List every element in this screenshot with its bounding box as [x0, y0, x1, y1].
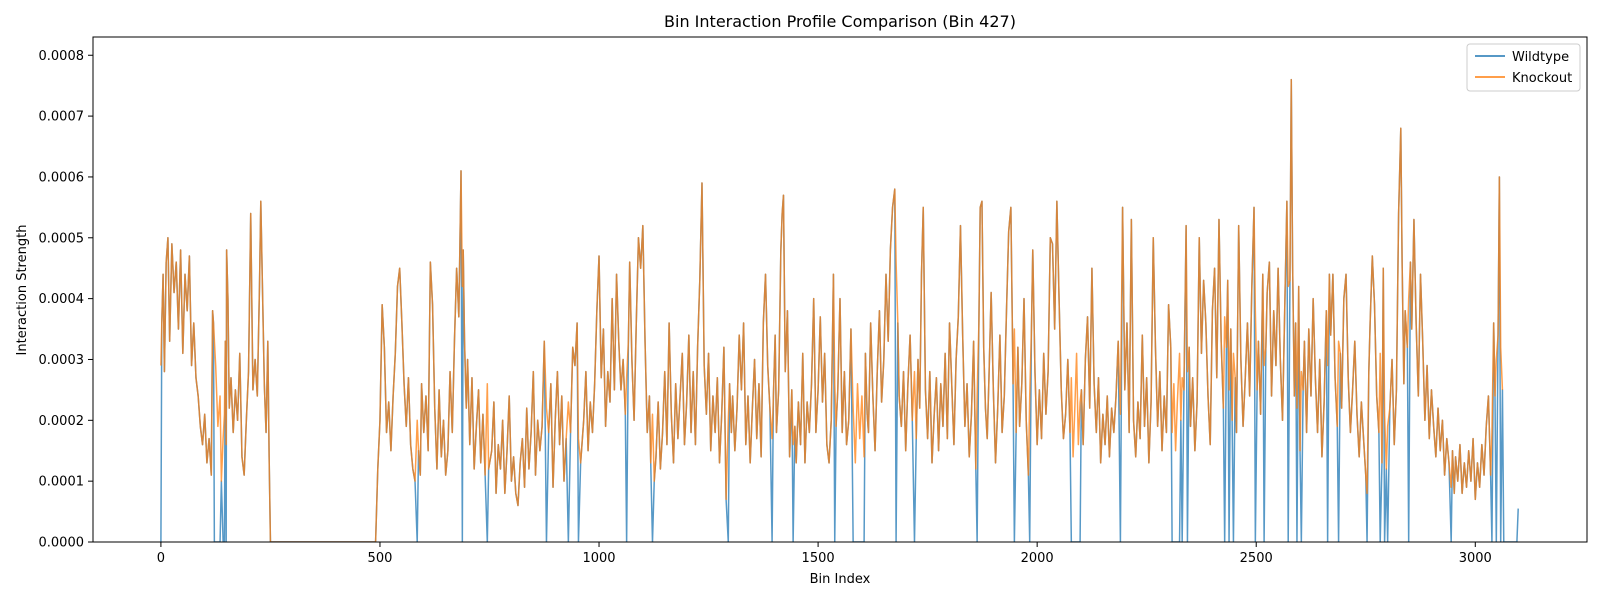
series-layer [160, 78, 1519, 542]
legend-label-knockout: Knockout [1512, 71, 1572, 86]
y-tick-label: 0.0007 [39, 110, 85, 125]
plot-frame [92, 36, 1588, 543]
series-line-knockout [160, 78, 1504, 542]
y-tick-label: 0.0004 [39, 292, 85, 307]
x-tick-label: 2000 [1021, 551, 1054, 566]
x-tick-label: 2500 [1240, 551, 1273, 566]
x-tick-label: 3000 [1459, 551, 1492, 566]
y-tick-label: 0.0006 [39, 170, 85, 185]
legend: Wildtype Knockout [1466, 43, 1581, 92]
y-axis-label: Interaction Strength [15, 225, 30, 356]
x-axis-label: Bin Index [810, 572, 871, 587]
x-tick-label: 500 [368, 551, 393, 566]
legend-label-wildtype: Wildtype [1512, 50, 1569, 65]
x-tick-label: 0 [157, 551, 165, 566]
y-tick-label: 0.0002 [39, 414, 85, 429]
y-tick-label: 0.0001 [39, 475, 85, 490]
x-axis: 0 500 1000 1500 2000 2500 3000 [157, 542, 1492, 566]
y-tick-label: 0.0005 [39, 231, 85, 246]
y-tick-label: 0.0008 [39, 49, 85, 64]
x-tick-label: 1000 [582, 551, 615, 566]
y-axis: 0.0000 0.0001 0.0002 0.0003 0.0004 0.0005 0.00… [39, 49, 93, 551]
y-tick-label: 0.0003 [39, 353, 85, 368]
chart-title: Bin Interaction Profile Comparison (Bin … [664, 12, 1016, 31]
y-tick-label: 0.0000 [39, 536, 85, 551]
x-tick-label: 1500 [802, 551, 835, 566]
